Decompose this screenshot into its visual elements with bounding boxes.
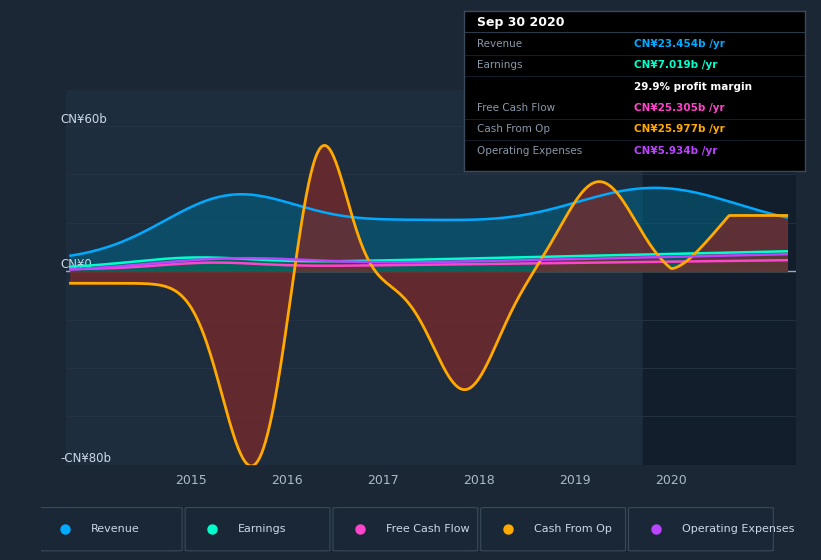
FancyBboxPatch shape bbox=[38, 507, 182, 551]
Text: Free Cash Flow: Free Cash Flow bbox=[386, 524, 470, 534]
Text: 2019: 2019 bbox=[559, 474, 591, 488]
Text: 2020: 2020 bbox=[655, 474, 687, 488]
Text: CN¥7.019b /yr: CN¥7.019b /yr bbox=[635, 60, 718, 71]
Text: CN¥23.454b /yr: CN¥23.454b /yr bbox=[635, 39, 725, 49]
FancyBboxPatch shape bbox=[481, 507, 626, 551]
Text: CN¥5.934b /yr: CN¥5.934b /yr bbox=[635, 146, 718, 156]
Text: 2015: 2015 bbox=[175, 474, 207, 488]
Text: Cash From Op: Cash From Op bbox=[534, 524, 612, 534]
Text: Free Cash Flow: Free Cash Flow bbox=[478, 103, 556, 113]
FancyBboxPatch shape bbox=[333, 507, 478, 551]
Text: -CN¥80b: -CN¥80b bbox=[61, 452, 112, 465]
Text: CN¥25.305b /yr: CN¥25.305b /yr bbox=[635, 103, 725, 113]
Text: CN¥25.977b /yr: CN¥25.977b /yr bbox=[635, 124, 725, 134]
Text: Earnings: Earnings bbox=[238, 524, 287, 534]
FancyBboxPatch shape bbox=[629, 507, 773, 551]
Text: 2017: 2017 bbox=[367, 474, 399, 488]
Text: Revenue: Revenue bbox=[478, 39, 523, 49]
Text: 29.9% profit margin: 29.9% profit margin bbox=[635, 82, 752, 92]
Text: Revenue: Revenue bbox=[90, 524, 140, 534]
Text: 2018: 2018 bbox=[463, 474, 495, 488]
Text: Earnings: Earnings bbox=[478, 60, 523, 71]
Text: Cash From Op: Cash From Op bbox=[478, 124, 551, 134]
Text: CN¥0: CN¥0 bbox=[61, 258, 93, 271]
Text: Operating Expenses: Operating Expenses bbox=[681, 524, 794, 534]
Text: Sep 30 2020: Sep 30 2020 bbox=[478, 16, 565, 30]
Text: CN¥60b: CN¥60b bbox=[61, 113, 108, 126]
FancyBboxPatch shape bbox=[186, 507, 330, 551]
Text: 2016: 2016 bbox=[271, 474, 303, 488]
Bar bbox=[643, 90, 796, 465]
Text: Operating Expenses: Operating Expenses bbox=[478, 146, 583, 156]
